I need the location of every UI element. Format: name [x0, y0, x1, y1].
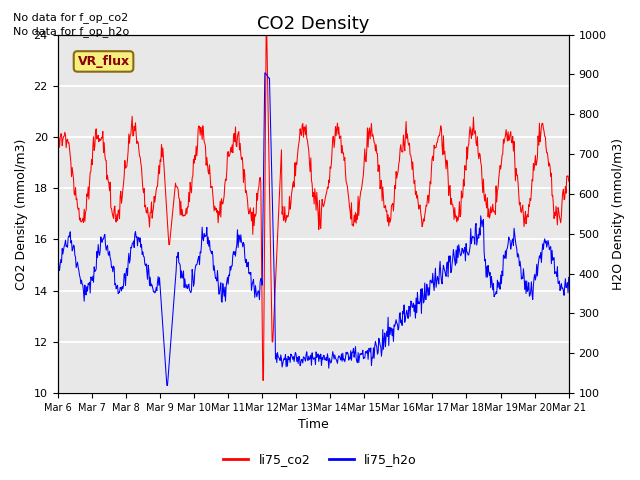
Title: CO2 Density: CO2 Density	[257, 15, 369, 33]
Y-axis label: CO2 Density (mmol/m3): CO2 Density (mmol/m3)	[15, 138, 28, 289]
Y-axis label: H2O Density (mmol/m3): H2O Density (mmol/m3)	[612, 138, 625, 290]
Legend: li75_co2, li75_h2o: li75_co2, li75_h2o	[218, 448, 422, 471]
Text: VR_flux: VR_flux	[77, 55, 129, 68]
X-axis label: Time: Time	[298, 419, 328, 432]
Text: No data for f_op_co2: No data for f_op_co2	[13, 12, 128, 23]
Text: No data for f_op_h2o: No data for f_op_h2o	[13, 26, 129, 37]
